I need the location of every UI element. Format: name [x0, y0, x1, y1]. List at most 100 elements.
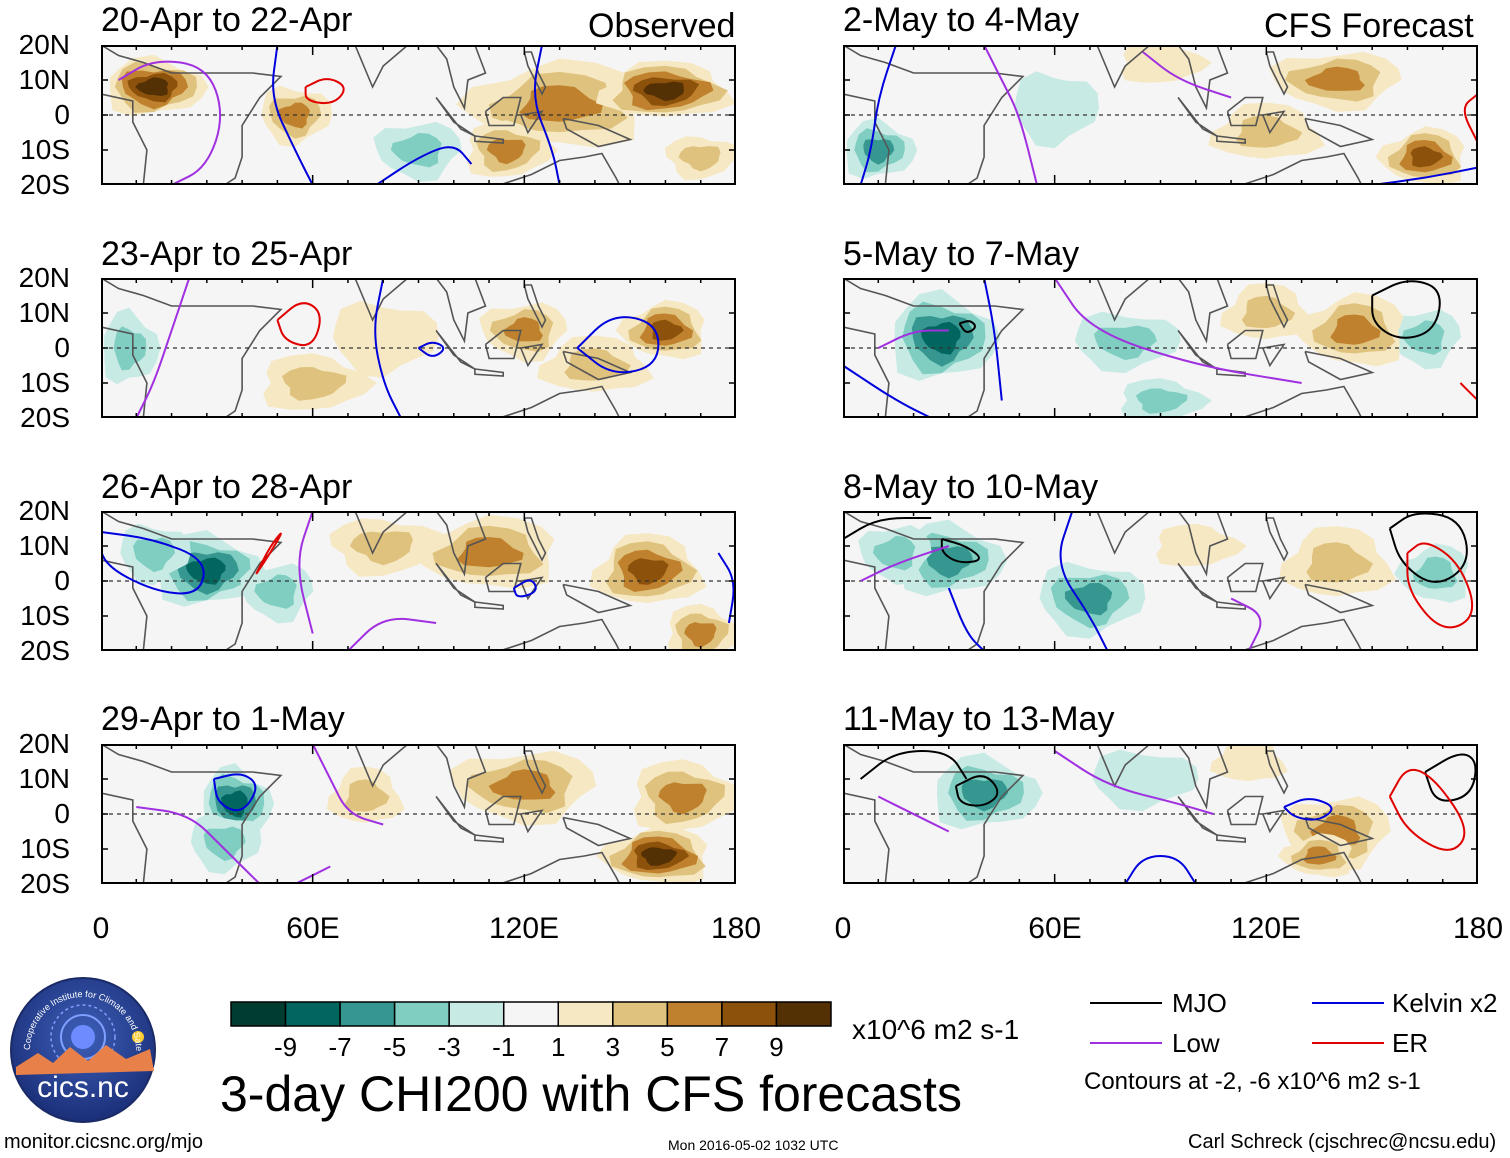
- colorbar-swatch: [666, 1001, 723, 1027]
- anomaly-shading: [135, 77, 169, 96]
- anomaly-shading: [281, 367, 347, 401]
- low-contour: [298, 511, 314, 634]
- lat-tick-label: 10S: [20, 367, 70, 398]
- anomaly-shading: [1410, 146, 1444, 168]
- colorbar-swatch: [721, 1001, 778, 1027]
- coastline: [523, 284, 547, 329]
- coastline: [101, 278, 283, 418]
- lon-tick-label: 120E: [1230, 912, 1302, 945]
- coastline: [1241, 851, 1363, 884]
- panel-title: 5-May to 7-May: [843, 235, 1080, 273]
- anomaly-shading: [203, 826, 246, 862]
- anomaly-shading: [641, 847, 678, 866]
- coastline: [1241, 152, 1363, 185]
- map-content: [843, 511, 1478, 651]
- low-contour: [860, 545, 950, 582]
- panel-title: 2-May to 4-May: [843, 1, 1080, 39]
- anomaly-shading: [332, 300, 439, 378]
- coastline: [101, 511, 283, 651]
- map-content: [843, 278, 1478, 418]
- mjo-contour: [859, 749, 968, 780]
- lon-tick-label: 0: [834, 912, 852, 945]
- lat-tick-label: 20N: [18, 728, 70, 759]
- colorbar-swatch: [448, 1001, 505, 1027]
- lat-tick-label: 10S: [20, 833, 70, 864]
- lat-tick-label: 20N: [18, 262, 70, 293]
- low-contour: [135, 278, 191, 418]
- coastline: [1304, 583, 1375, 614]
- map-panel: [101, 511, 736, 651]
- coastline: [843, 744, 1025, 884]
- low-contour: [118, 60, 222, 185]
- coastline: [484, 96, 522, 127]
- coastline: [1216, 135, 1246, 144]
- anomaly-shading: [1241, 295, 1296, 329]
- coastline: [101, 744, 283, 884]
- coastline: [499, 618, 621, 651]
- lon-tick-label: 60E: [1028, 912, 1082, 945]
- anomaly-shading: [1064, 583, 1113, 616]
- coastline: [1096, 511, 1151, 555]
- map-content: [843, 744, 1478, 884]
- colorbar-swatch: [557, 1001, 614, 1027]
- anomaly-shading: [349, 531, 413, 566]
- colorbar-swatch: [284, 1001, 341, 1027]
- kelvin-contour: [859, 45, 897, 185]
- low-contour: [877, 795, 950, 833]
- anomaly-shading: [1014, 71, 1099, 149]
- low-contour: [983, 45, 1038, 185]
- coastline: [520, 110, 544, 135]
- map-panel: [843, 744, 1478, 884]
- colorbar-swatch: [339, 1001, 396, 1027]
- anomaly-shading: [345, 779, 390, 812]
- mjo-contour: [940, 538, 980, 564]
- coastline: [1216, 834, 1246, 843]
- anomaly-shading: [390, 132, 442, 168]
- coastline: [474, 601, 504, 610]
- anomaly-shading: [185, 557, 226, 585]
- colorbar-swatch: [775, 1001, 832, 1027]
- anomaly-shading: [502, 317, 543, 342]
- colorbar-swatch: [230, 1001, 287, 1027]
- kelvin-contour: [374, 278, 402, 418]
- colorbar-tick: 3: [605, 1032, 621, 1062]
- kelvin-contour: [417, 341, 445, 357]
- coastline: [523, 51, 547, 96]
- lat-tick-label: 20N: [18, 495, 70, 526]
- coastline: [843, 511, 1025, 651]
- lat-tick-label: 0: [54, 99, 70, 130]
- coastline: [499, 152, 621, 185]
- kelvin-legend-label: Kelvin x2: [1392, 988, 1498, 1018]
- kelvin-contour: [576, 316, 660, 374]
- footer-url: monitor.cicsnc.org/mjo: [4, 1131, 203, 1153]
- er-contour: [304, 78, 345, 105]
- lat-tick-label: 10S: [20, 134, 70, 165]
- cfs-forecast-header: CFS Forecast: [1264, 7, 1474, 45]
- lat-tick-label: 10N: [18, 64, 70, 95]
- anomaly-shading: [1306, 542, 1373, 583]
- panel-title: 26-Apr to 28-Apr: [101, 468, 353, 506]
- panel-title: 29-Apr to 1-May: [101, 700, 345, 738]
- anomaly-shading: [650, 319, 684, 341]
- low-contour: [877, 329, 949, 349]
- kelvin-contour: [375, 146, 473, 185]
- main-title: 3-day CHI200 with CFS forecasts: [220, 1066, 962, 1122]
- anomaly-shading: [1303, 846, 1337, 865]
- colorbar: [230, 1001, 832, 1027]
- mjo-contour: [1371, 280, 1441, 339]
- colorbar-swatch: [612, 1001, 669, 1027]
- anomaly-shading: [1402, 320, 1445, 355]
- panel-title: 8-May to 10-May: [843, 468, 1099, 506]
- anomaly-shading: [1121, 45, 1212, 83]
- map-content: [843, 45, 1478, 185]
- mjo-contour: [958, 320, 976, 333]
- coastline: [1096, 278, 1151, 322]
- lon-tick-label: 120E: [488, 912, 560, 945]
- coastline: [499, 851, 621, 884]
- contour-legend-lines: [1090, 1002, 1384, 1044]
- lat-tick-label: 10S: [20, 600, 70, 631]
- coastline: [484, 562, 522, 593]
- coastline: [1304, 117, 1375, 148]
- kelvin-contour: [272, 45, 314, 185]
